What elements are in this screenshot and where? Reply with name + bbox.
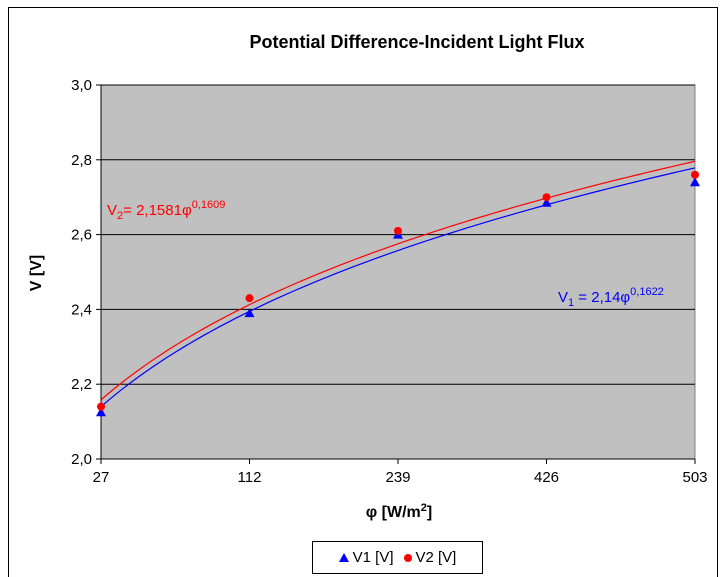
- y-tick-label: 2,8: [71, 152, 92, 169]
- x-axis-label: φ [W/m2]: [366, 502, 432, 521]
- y-tick-label: 3,0: [71, 77, 92, 94]
- fit-curves: [100, 160, 696, 408]
- triangle-marker-icon: [338, 553, 349, 562]
- legend-label-v1: V1 [V]: [352, 549, 394, 566]
- data-point-v1: [244, 308, 255, 318]
- legend-item-v2: V2 [V]: [403, 549, 457, 566]
- v1-fit-equation: V1 = 2,14φ0,1622: [558, 286, 664, 309]
- x-tick-label: 27: [93, 469, 110, 486]
- legend: V1 [V] V2 [V]: [312, 541, 483, 574]
- x-tick-label: 239: [385, 469, 410, 486]
- y-tick-label: 2,6: [71, 227, 92, 244]
- x-tick-labels: 27 112 239 426 503: [93, 469, 708, 486]
- x-tick-label: 503: [682, 469, 707, 486]
- data-point-v2: [394, 226, 402, 235]
- y-axis-label: V [V]: [28, 255, 45, 291]
- y-tick-label: 2,2: [71, 376, 92, 393]
- x-tick-label: 112: [238, 469, 262, 486]
- gridlines: [96, 84, 696, 464]
- data-point-v2: [542, 193, 551, 202]
- y-tick-labels: 2,0 2,2 2,4 2,6 2,8 3,0: [71, 77, 92, 468]
- v2-fit-equation: V2= 2,1581φ0,1609: [107, 199, 225, 222]
- legend-label-v2: V2 [V]: [415, 549, 457, 566]
- data-points: [96, 170, 700, 417]
- data-point-v1: [541, 197, 552, 207]
- legend-item-v1: V1 [V]: [338, 549, 394, 566]
- y-tick-label: 2,4: [71, 301, 92, 318]
- fit-curve-1: [100, 167, 696, 408]
- y-tick-label: 2,0: [71, 451, 92, 468]
- data-point-v2: [245, 294, 254, 303]
- data-point-v1: [96, 407, 106, 417]
- data-point-v1: [690, 177, 700, 187]
- chart-title: Potential Difference-Incident Light Flux: [249, 32, 584, 52]
- circle-marker-icon: [403, 553, 412, 562]
- x-tick-label: 426: [534, 469, 559, 486]
- plot-area: [100, 84, 696, 460]
- data-point-v2: [691, 170, 699, 179]
- fit-curve-2: [100, 160, 696, 401]
- data-point-v2: [97, 402, 105, 411]
